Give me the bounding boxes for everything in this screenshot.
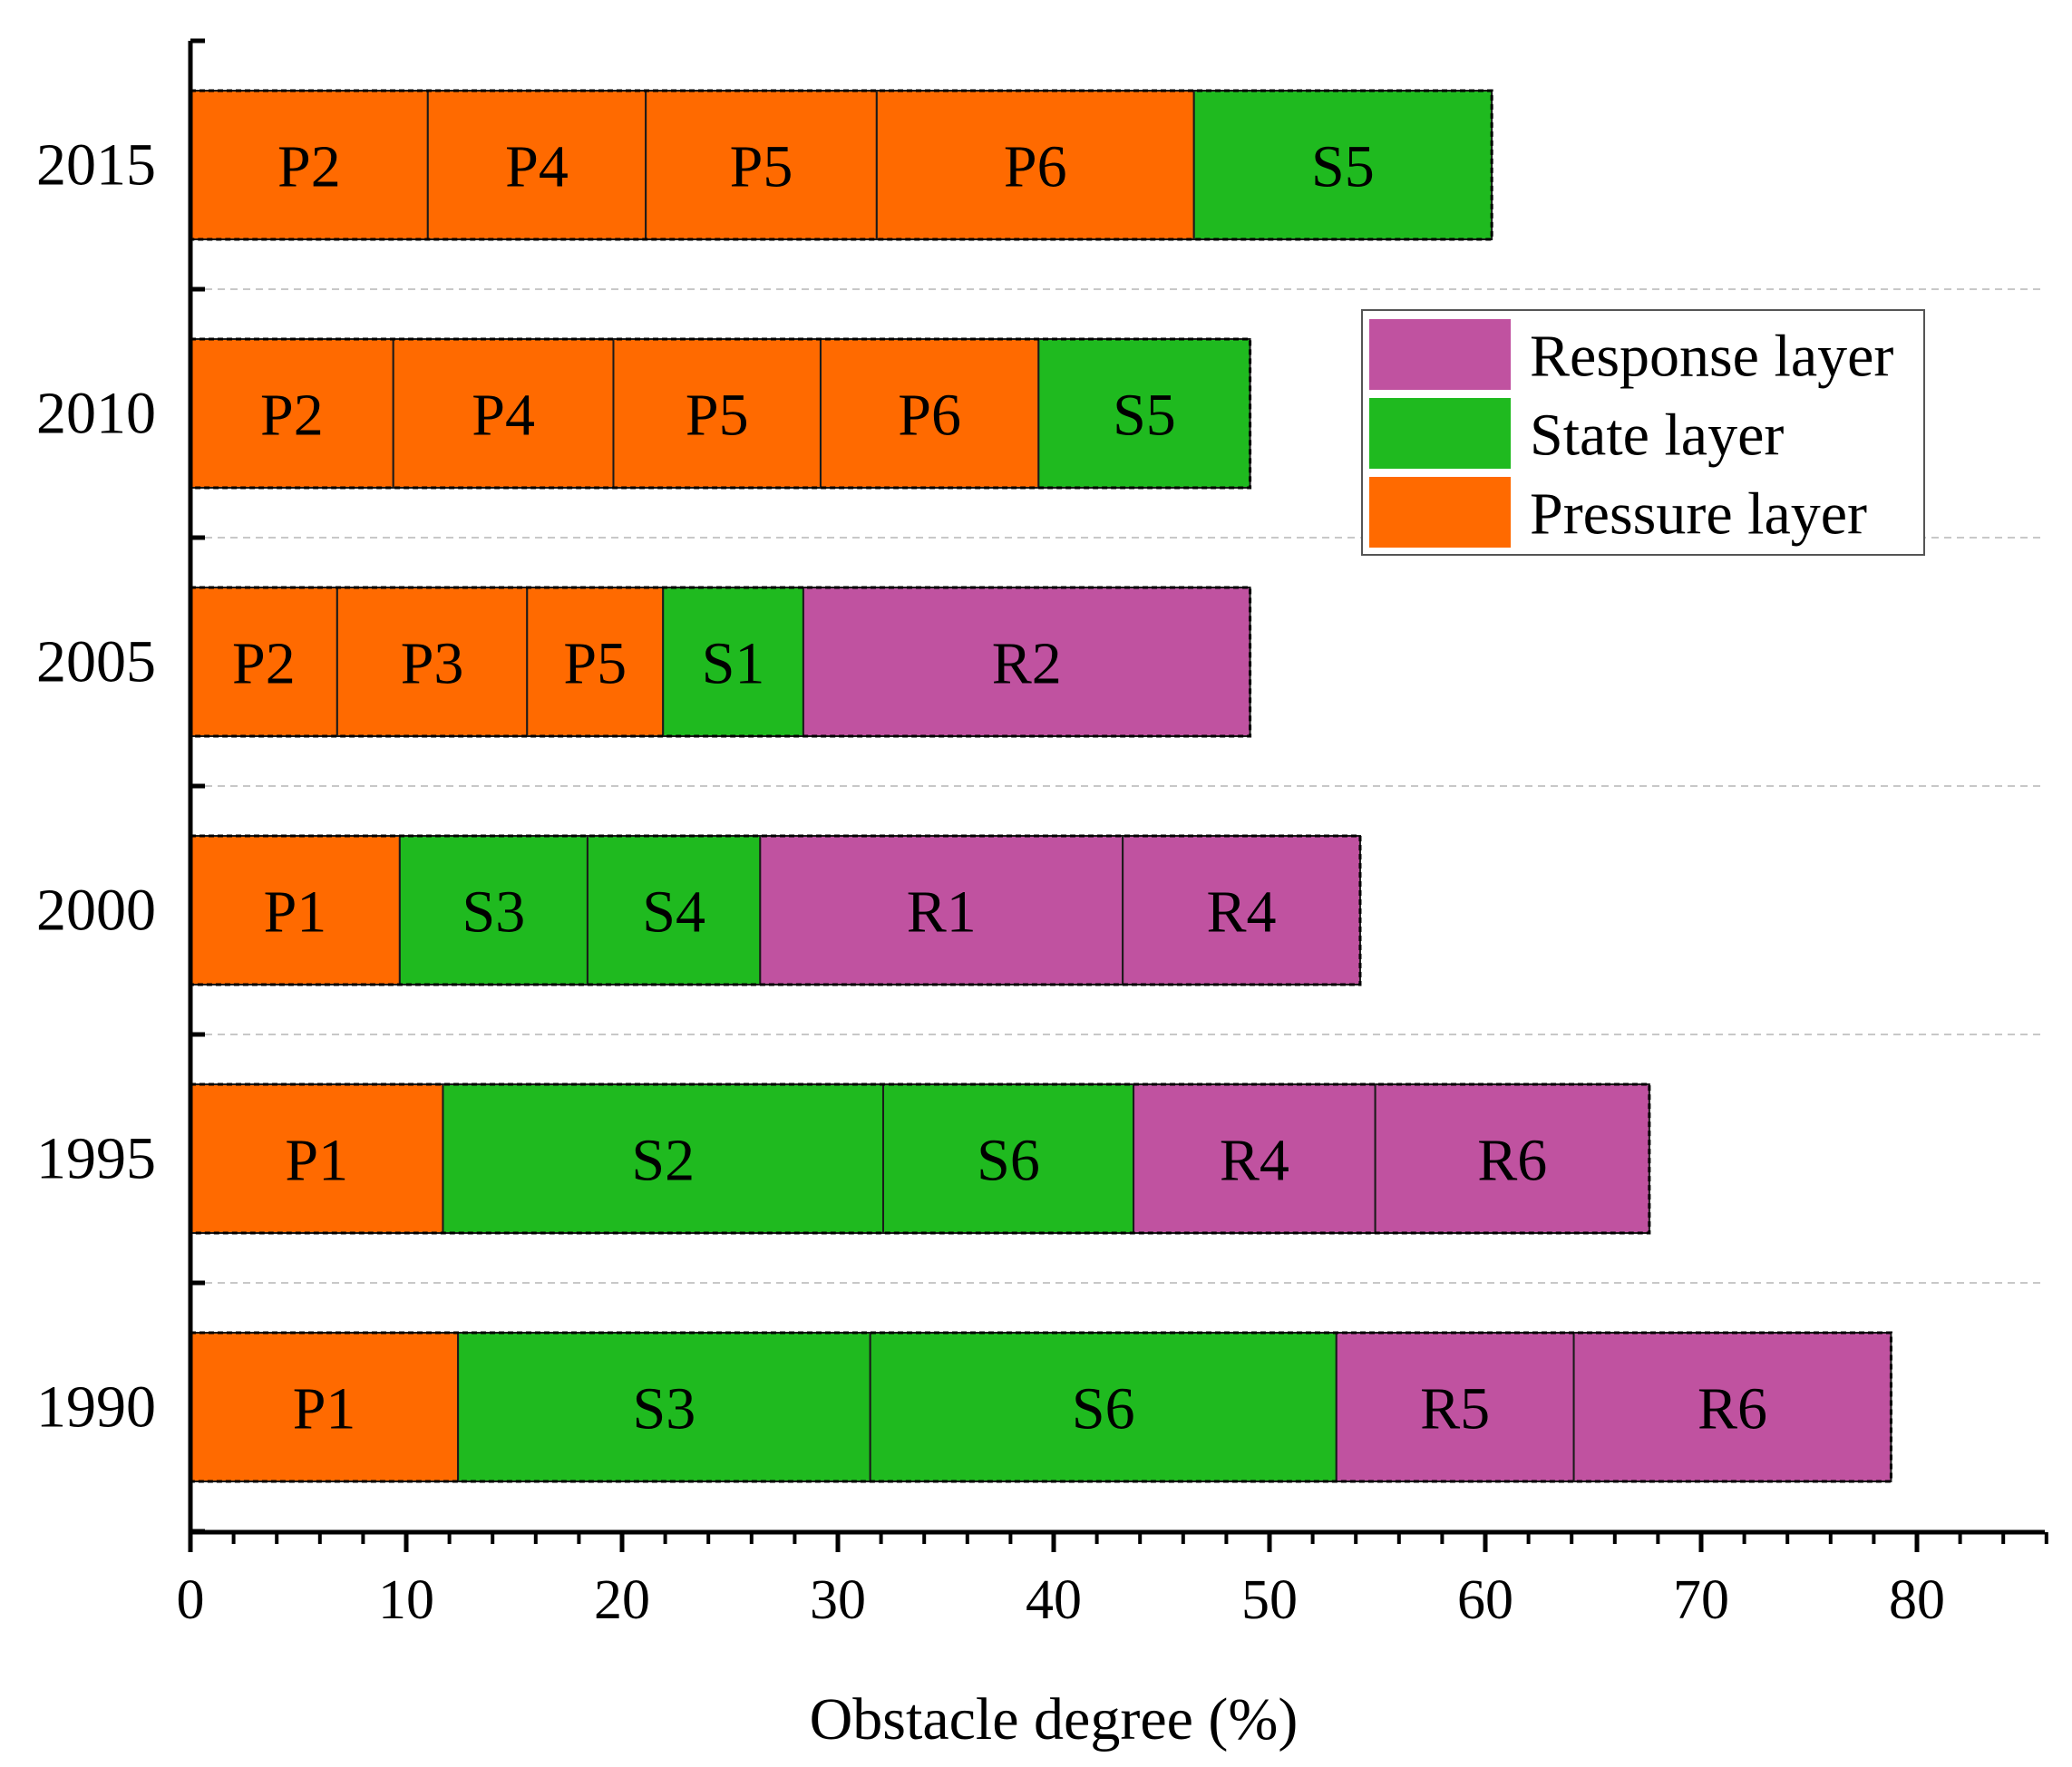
legend-swatch-response: [1369, 319, 1511, 390]
segment-label: R6: [1477, 1128, 1547, 1194]
segment-label: R2: [992, 631, 1062, 697]
segment-label: P6: [898, 383, 961, 449]
segment-label: S3: [462, 879, 526, 946]
bar-segment-2005-P3: [336, 587, 529, 737]
segment-label: P5: [730, 134, 793, 200]
segment-label: P4: [472, 383, 535, 449]
bar-segment-1995-S2: [442, 1083, 884, 1234]
x-tick-label: 40: [1026, 1569, 1082, 1631]
segment-label: P1: [264, 879, 327, 946]
bar-segment-2000-R1: [759, 835, 1124, 985]
bar-segment-1990-P1: [190, 1332, 460, 1482]
x-tick-label: 20: [594, 1569, 650, 1631]
x-tick-label: 60: [1457, 1569, 1513, 1631]
y-axis-ticks: 2015 2010 2005 2000 1995 1990: [36, 38, 205, 1534]
bar-segment-1990-S6: [869, 1332, 1338, 1482]
bar-segment-1990-R6: [1572, 1332, 1892, 1482]
bar-2000: P1 S3 S4 R1 R4: [189, 834, 1362, 986]
bar-segment-2010-P6: [819, 338, 1040, 489]
x-tick-label: 50: [1241, 1569, 1298, 1631]
bar-segment-2000-P1: [190, 835, 401, 985]
x-axis-ticks: 0 10 20 30 40 50 60 70 80: [177, 1532, 2048, 1631]
bar-segment-2005-S1: [662, 587, 804, 737]
bar-segment-2000-S4: [586, 835, 762, 985]
segment-label: P1: [285, 1128, 348, 1194]
bar-segment-1990-R5: [1335, 1332, 1575, 1482]
bar-1995: P1 S2 S6 R4 R6: [189, 1083, 1651, 1235]
bar-segment-2005-P5: [526, 587, 665, 737]
segment-label: S3: [633, 1376, 696, 1442]
grid-lines: [192, 288, 2045, 1284]
y-tick-label: 2010: [36, 381, 156, 447]
legend: Response layer State layer Pressure layer: [1361, 309, 1925, 556]
bar-2010: P2 P4 P5 P6 S5: [189, 337, 1252, 490]
segment-label: R4: [1207, 879, 1277, 946]
bar-segment-2010-P4: [392, 338, 615, 489]
segment-label: R4: [1220, 1128, 1289, 1194]
segment-label: S2: [631, 1128, 695, 1194]
x-tick-label: 10: [378, 1569, 434, 1631]
segment-label: P4: [505, 134, 569, 200]
bar-segment-1990-S3: [457, 1332, 871, 1482]
segment-label: R6: [1697, 1376, 1767, 1442]
segment-label: S1: [702, 631, 765, 697]
segment-label: P5: [686, 383, 749, 449]
x-axis-title: Obstacle degree (%): [810, 1686, 1299, 1752]
axes: [188, 41, 2045, 1535]
legend-label-state: State layer: [1530, 403, 1784, 469]
bar-segment-2010-P5: [612, 338, 822, 489]
bar-segment-1995-R6: [1374, 1083, 1650, 1234]
segment-label: S5: [1311, 134, 1375, 200]
segment-label: P2: [232, 631, 296, 697]
bar-segment-2000-R4: [1122, 835, 1361, 985]
bar-2005: P2 P3 P5 S1 R2: [189, 586, 1252, 738]
segment-label: S6: [1072, 1376, 1135, 1442]
segment-label: P1: [293, 1376, 356, 1442]
bar-segment-2010-S5: [1037, 338, 1251, 489]
bar-segment-2015-P6: [875, 90, 1195, 240]
segment-label: S4: [642, 879, 705, 946]
segment-label: P6: [1004, 134, 1067, 200]
segment-label: R5: [1420, 1376, 1490, 1442]
bars: P2 P4 P5 P6 S5 P2 P4 P5 P6 S5 P2 P3 P5 S1 R2 P1 S3 S4 R1 R4…: [189, 89, 1892, 1483]
legend-swatch-pressure: [1369, 477, 1511, 548]
y-tick-label: 1995: [36, 1126, 156, 1192]
bar-1990: P1 S3 S6 R5 R6: [189, 1331, 1892, 1483]
segment-label: P2: [260, 383, 324, 449]
segment-label: S6: [977, 1128, 1040, 1194]
bar-2015: P2 P4 P5 P6 S5: [189, 89, 1493, 241]
y-tick-label: 2005: [36, 629, 156, 695]
legend-label-pressure: Pressure layer: [1530, 481, 1867, 548]
y-tick-label: 2000: [36, 878, 156, 944]
segment-label: P5: [563, 631, 627, 697]
x-tick-label: 80: [1889, 1569, 1945, 1631]
bar-segment-1995-R4: [1133, 1083, 1376, 1234]
x-tick-label: 0: [177, 1569, 205, 1631]
bar-segment-2005-R2: [802, 587, 1251, 737]
legend-label-response: Response layer: [1530, 324, 1893, 390]
bar-segment-2010-P2: [190, 338, 394, 489]
segment-label: R1: [907, 879, 977, 946]
x-tick-label: 70: [1673, 1569, 1729, 1631]
bar-segment-1995-S6: [881, 1083, 1135, 1234]
legend-swatch-state: [1369, 398, 1511, 469]
segment-label: S5: [1113, 383, 1176, 449]
y-tick-label: 2015: [36, 132, 156, 199]
segment-label: P2: [277, 134, 341, 200]
segment-label: P3: [401, 631, 464, 697]
x-tick-label: 30: [810, 1569, 866, 1631]
y-tick-label: 1990: [36, 1374, 156, 1441]
